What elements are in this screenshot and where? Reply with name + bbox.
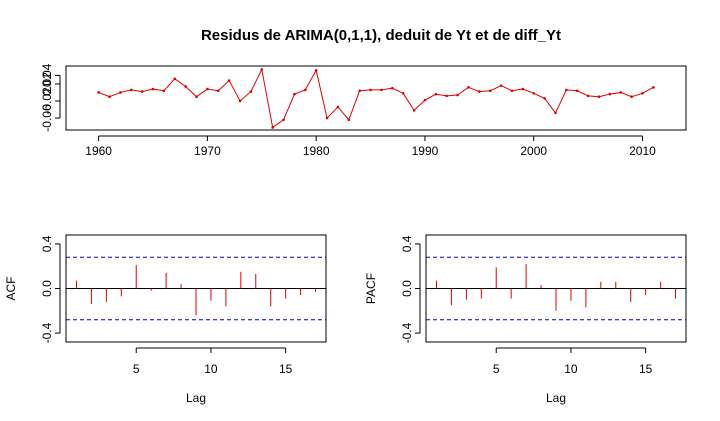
residual-point [597, 95, 601, 99]
residual-point [129, 88, 133, 92]
residual-point [401, 92, 405, 95]
residual-point [554, 111, 557, 115]
residual-point [652, 86, 655, 89]
acf-panel: 5 10 15 -0.4 0.0 0.4 Lag ACF [4, 234, 327, 405]
residual-point [314, 68, 318, 72]
residual-point [521, 87, 525, 91]
residual-point [423, 98, 427, 102]
pacf-y-tick-label: 0.0 [400, 280, 414, 297]
residual-point [575, 89, 579, 93]
residuals-y-tick-label: -0.02 [40, 87, 54, 115]
residual-point [336, 105, 340, 109]
residual-point [206, 87, 209, 91]
residual-point [358, 89, 361, 93]
residuals-x-tick-label: 1980 [303, 144, 330, 158]
residual-point [216, 89, 220, 93]
residual-point [391, 86, 394, 90]
residuals-series-line [98, 67, 654, 129]
residual-point [260, 68, 264, 71]
chart-title: Residus de ARIMA(0,1,1), deduit de Yt et… [201, 27, 561, 44]
residuals-plot-frame [65, 65, 687, 131]
residuals-y-tick-label: -0.06 [40, 104, 54, 132]
residual-point [195, 95, 198, 99]
residual-point [162, 89, 166, 93]
residual-point [347, 118, 351, 122]
pacf-x-tick-label: 15 [639, 362, 653, 376]
residual-point [249, 90, 253, 93]
residual-point [510, 89, 514, 93]
residual-point [532, 92, 536, 95]
pacf-y-axis-title: PACF [364, 273, 378, 304]
residuals-panel: 1960 1970 1980 1990 2000 2010 -0.06-0.020.020.… [40, 63, 687, 158]
acf-y-tick-label: 0.4 [40, 235, 54, 252]
pacf-x-tick-label: 10 [564, 362, 578, 376]
residuals-x-tick-label: 2000 [520, 144, 547, 158]
residuals-x-tick-label: 2010 [629, 144, 656, 158]
residual-point [325, 116, 329, 120]
residual-point [108, 95, 111, 99]
residual-point [271, 126, 274, 129]
pacf-y-tick-label: 0.4 [400, 235, 414, 252]
residual-point [293, 92, 296, 96]
residual-point [369, 88, 372, 92]
residual-point [619, 91, 623, 94]
residual-point [173, 77, 177, 81]
residual-point [282, 118, 285, 122]
residuals-x-tick-label: 1970 [194, 144, 221, 158]
residual-point [565, 88, 568, 92]
residual-point [303, 88, 307, 92]
residual-point [151, 87, 155, 91]
acf-x-tick-label: 5 [133, 362, 140, 376]
residual-point [140, 90, 144, 93]
pacf-panel: 5 10 15 -0.4 0.0 0.4 Lag PACF [364, 234, 687, 405]
residual-point [97, 91, 100, 94]
residual-point [434, 92, 438, 96]
residual-point [412, 109, 416, 112]
residual-point [543, 97, 546, 100]
acf-y-tick-label: 0.0 [40, 280, 54, 297]
pacf-y-tick-label: -0.4 [400, 322, 414, 343]
residual-point [641, 92, 644, 95]
residuals-x-tick-label: 1990 [412, 144, 439, 158]
residual-point [238, 99, 242, 103]
residual-point [478, 90, 481, 93]
residuals-x-tick-label: 1960 [85, 144, 112, 158]
acf-y-axis-title: ACF [4, 277, 18, 301]
residual-point [467, 86, 470, 89]
acf-x-tick-label: 10 [204, 362, 218, 376]
residual-point [630, 95, 633, 99]
pacf-x-tick-label: 5 [493, 362, 500, 376]
residual-point [586, 94, 590, 98]
residual-point [608, 92, 612, 96]
residual-point [380, 88, 383, 92]
residual-point [184, 85, 187, 88]
residual-point [119, 91, 122, 94]
residual-point [488, 89, 492, 93]
residual-point [456, 93, 459, 97]
residual-point [445, 94, 449, 98]
residual-point [227, 79, 231, 82]
acf-x-tick-label: 15 [279, 362, 293, 376]
residuals-y-tick-label: 0.04 [40, 63, 54, 87]
acf-x-axis-title: Lag [186, 391, 206, 405]
pacf-x-axis-title: Lag [546, 391, 566, 405]
acf-y-tick-label: -0.4 [40, 322, 54, 343]
residual-point [499, 84, 503, 87]
residuals-y-tick-label: 0.02 [40, 72, 54, 96]
